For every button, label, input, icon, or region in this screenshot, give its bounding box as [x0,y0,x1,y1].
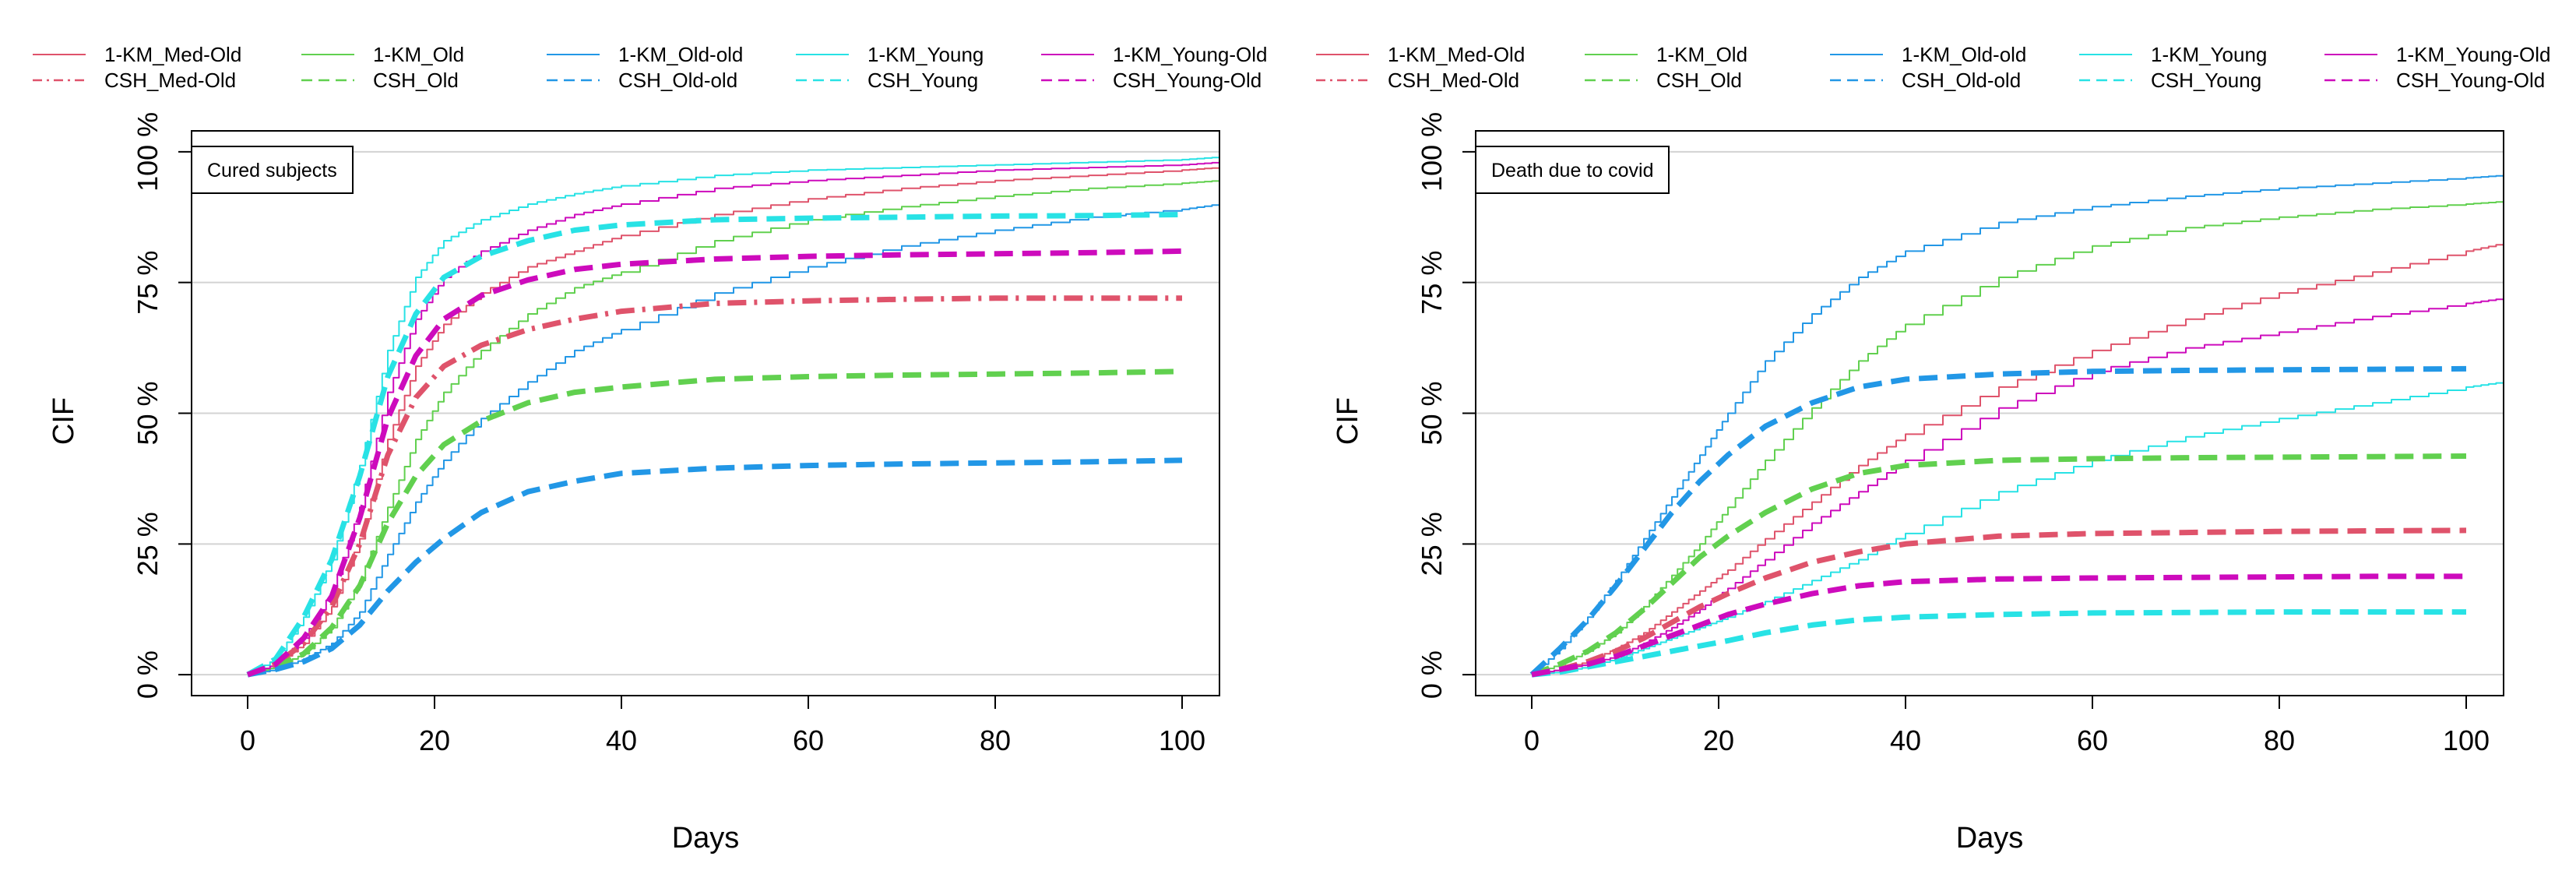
chart-0-ylabel: CIF [48,397,80,445]
legend-left-label-1-km-young-old: 1-KM_Young-Old [1113,43,1268,66]
chart-1-ytick-label-3: 75 % [1416,251,1448,315]
legend-right-label-csh-old-old: CSH_Old-old [1902,69,2021,92]
legend-left-label-csh-old: CSH_Old [373,69,459,92]
chart-1-xtick-label-1: 20 [1703,724,1734,756]
chart-0-ytick-label-4: 100 % [132,112,164,192]
chart-0-ytick-label-1: 25 % [132,512,164,576]
chart-0-ytick-label-2: 50 % [132,381,164,445]
legend-right-label-1-km-old-old: 1-KM_Old-old [1902,43,2026,66]
chart-1-ylabel: CIF [1332,397,1364,445]
chart-1-series-csh-old [1530,453,2467,678]
legend-right-label-1-km-young: 1-KM_Young [2151,43,2267,66]
chart-1-title: Death due to covid [1491,160,1653,181]
chart-1-series-1-km-old-old [1532,174,2504,676]
chart-0-xtick-label-2: 40 [606,724,637,756]
chart-1-ytick-label-1: 25 % [1416,512,1448,576]
chart-1-ytick-label-0: 0 % [1416,650,1448,699]
chart-0-xtick-label-0: 0 [240,724,255,756]
chart-0-title-box [191,146,354,194]
chart-1-title-box [1475,146,1670,194]
legend-right-label-1-km-young-old: 1-KM_Young-Old [2396,43,2551,66]
chart-0-series-1-km-med-old [248,167,1219,676]
legend-right-label-csh-young-old: CSH_Young-Old [2396,69,2545,92]
chart-0-xtick-label-3: 60 [793,724,824,756]
legend-right-label-1-km-med-old: 1-KM_Med-Old [1388,43,1525,66]
chart-0-series-csh-young [246,211,1183,678]
chart-1-xtick-label-2: 40 [1890,724,1921,756]
chart-0-xlabel: Days [672,822,740,855]
chart-0-xtick-label-4: 80 [980,724,1011,756]
legend-left-label-csh-young-old: CSH_Young-Old [1113,69,1262,92]
legend-left-label-1-km-young: 1-KM_Young [867,43,984,66]
chart-1-series-csh-young-old [1531,573,2466,678]
chart-1-xlabel: Days [1956,822,2024,855]
chart-1-xtick-label-4: 80 [2264,724,2295,756]
legend-left-label-csh-med-old: CSH_Med-Old [104,69,236,92]
chart-1-ytick-label-2: 50 % [1416,381,1448,445]
legend-right: 1-KM_Med-Old 1-KM_Old 1-KM_Old-old 1-KM_You… [1316,43,2551,92]
legend-left-label-1-km-old: 1-KM_Old [373,43,464,66]
legend-right-label-1-km-old: 1-KM_Old [1656,43,1747,66]
legend-left: 1-KM_Med-Old 1-KM_Old 1-KM_Old-old 1-KM_You… [33,43,1268,92]
legend-left-label-1-km-med-old: 1-KM_Med-Old [104,43,241,66]
chart-1-series-csh-young [1531,609,2466,678]
chart-0-title: Cured subjects [207,160,337,181]
chart-0-xtick-label-1: 20 [419,724,450,756]
chart-0-series-csh-old [247,368,1183,678]
legend-right-label-csh-med-old: CSH_Med-Old [1388,69,1519,92]
chart-0-series-csh-med-old [246,295,1182,678]
legend-left-label-csh-young: CSH_Young [867,69,978,92]
chart-0-ytick-label-0: 0 % [132,650,164,699]
chart-panel-death-due-to-covid: 0 20 40 60 80 100 0 % 25 % 50 % 75 % 100 % Days CIF D… [1332,112,2504,855]
chart-1-xtick-label-5: 100 [2443,724,2490,756]
chart-panel-cured-subjects: 0 20 40 60 80 100 0 % 25 % 50 % 75 % 100 % Days CIF C… [48,112,1220,855]
chart-1-series-group [1529,174,2504,678]
chart-0-xtick-label-5: 100 [1159,724,1205,756]
chart-1-xtick-label-0: 0 [1524,724,1540,756]
legend-left-label-csh-old-old: CSH_Old-old [618,69,737,92]
legend-left-label-1-km-old-old: 1-KM_Old-old [618,43,743,66]
chart-1-xtick-label-3: 60 [2077,724,2108,756]
legend-right-label-csh-old: CSH_Old [1656,69,1742,92]
chart-1-series-csh-old-old [1529,365,2467,677]
chart-0-ytick-label-3: 75 % [132,251,164,315]
legend-right-label-csh-young: CSH_Young [2151,69,2261,92]
chart-0-series-csh-old-old [247,457,1183,678]
chart-0-series-group [246,157,1219,678]
chart-0-series-1-km-old-old [248,204,1219,676]
chart-1-ytick-label-4: 100 % [1416,112,1448,192]
chart-0-series-csh-young-old [246,248,1183,678]
